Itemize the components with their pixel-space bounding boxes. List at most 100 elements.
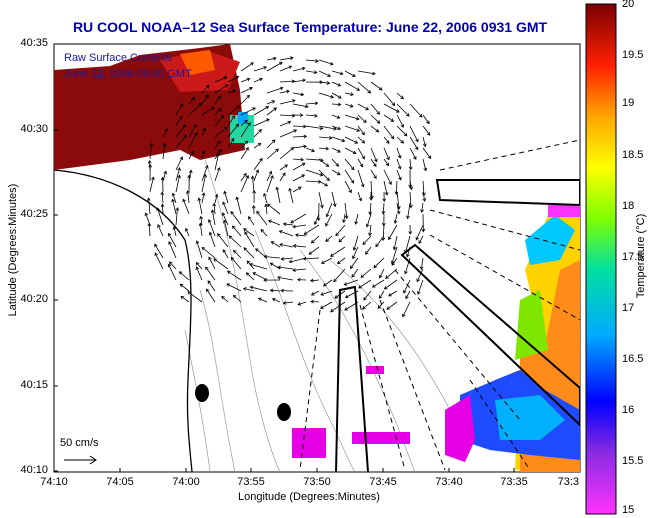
current-arrowhead	[179, 115, 183, 120]
current-arrow	[279, 100, 296, 105]
current-arrowhead	[376, 120, 381, 124]
y-tick-label: 40:35	[20, 37, 48, 49]
current-arrowhead	[299, 113, 304, 118]
current-arrow	[383, 103, 400, 113]
current-arrowhead	[367, 89, 372, 94]
current-arrow	[279, 172, 286, 182]
current-arrow	[268, 220, 281, 226]
current-arrowhead	[266, 118, 270, 122]
current-arrow	[240, 87, 253, 94]
current-arrowhead	[255, 169, 260, 173]
sst-patch-south-2	[352, 432, 410, 444]
current-arrow	[362, 235, 372, 245]
current-arrow	[175, 124, 186, 138]
current-arrowhead	[289, 56, 294, 61]
current-arrowhead	[303, 144, 307, 149]
current-arrow	[383, 180, 388, 196]
current-arrow	[253, 106, 269, 116]
current-arrow	[208, 257, 216, 270]
current-arrow	[323, 279, 333, 287]
coastline	[54, 169, 193, 472]
x-tick-label: 74:05	[106, 476, 134, 488]
current-arrowhead	[277, 275, 281, 280]
current-arrowhead	[310, 292, 315, 296]
current-arrow	[277, 277, 294, 281]
current-arrowhead	[186, 190, 190, 194]
current-arrowhead	[368, 211, 373, 216]
current-arrow	[227, 138, 235, 149]
current-arrowhead	[337, 149, 341, 153]
current-arrow	[379, 268, 385, 278]
current-arrowhead	[263, 278, 267, 282]
current-arrow	[369, 224, 372, 236]
current-arrowhead	[207, 280, 211, 284]
current-arrowhead	[275, 148, 279, 153]
current-arrowhead	[303, 231, 308, 235]
current-arrow	[344, 81, 360, 91]
current-arrow	[350, 257, 359, 269]
current-arrow	[305, 169, 323, 176]
current-arrowhead	[246, 260, 251, 265]
current-arrow	[264, 256, 281, 259]
current-arrowhead	[363, 296, 367, 301]
current-arrowhead	[252, 107, 256, 111]
current-arrowhead	[282, 222, 287, 227]
current-arrow	[353, 235, 359, 251]
current-arrowhead	[348, 189, 352, 194]
current-arrow	[221, 296, 229, 303]
current-arrowhead	[415, 138, 419, 143]
current-arrow	[314, 213, 320, 225]
current-arrowhead	[235, 75, 240, 80]
current-arrow	[213, 258, 229, 270]
current-arrowhead	[223, 219, 227, 224]
current-arrow	[409, 191, 412, 208]
current-arrow	[162, 128, 168, 138]
current-arrowhead	[193, 124, 197, 128]
current-arrow	[355, 213, 359, 225]
current-arrow	[244, 231, 255, 248]
x-tick-label: 74:00	[172, 476, 200, 488]
current-arrowhead	[187, 291, 192, 295]
sst-patch-south-1	[292, 428, 326, 458]
current-arrowhead	[388, 293, 392, 297]
current-arrow	[266, 62, 283, 72]
current-arrowhead	[343, 282, 348, 286]
current-arrowhead	[221, 295, 225, 300]
current-arrowhead	[171, 192, 176, 197]
current-arrow	[409, 136, 419, 150]
current-arrow	[388, 290, 398, 297]
current-arrowhead	[427, 155, 432, 160]
current-arrowhead	[354, 140, 359, 144]
current-arrow	[395, 180, 398, 195]
current-arrowhead	[195, 266, 200, 270]
current-arrowhead	[352, 73, 356, 77]
current-arrowhead	[294, 233, 299, 238]
current-arrowhead	[385, 275, 389, 279]
current-arrowhead	[290, 147, 295, 151]
current-arrowhead	[352, 150, 357, 155]
current-arrowhead	[335, 232, 339, 237]
current-arrow	[292, 145, 307, 149]
current-arrow	[276, 187, 281, 204]
current-arrow	[148, 223, 151, 237]
current-arrowhead	[246, 94, 250, 99]
current-arrow	[422, 114, 430, 124]
current-arrowhead	[335, 163, 340, 167]
current-arrowhead	[230, 256, 235, 261]
current-arrow	[292, 136, 307, 138]
current-arrow	[331, 191, 336, 207]
current-arrowhead	[375, 128, 380, 133]
current-arrowhead	[278, 230, 283, 234]
current-arrow	[343, 213, 346, 223]
current-arrow	[369, 202, 372, 215]
current-arrowhead	[222, 249, 227, 253]
current-arrow	[422, 180, 425, 196]
current-arrowhead	[279, 243, 283, 247]
current-arrow	[283, 301, 294, 304]
current-arrow	[175, 116, 183, 127]
current-arrowhead	[288, 187, 292, 192]
current-arrowhead	[378, 295, 383, 299]
current-arrowhead	[301, 66, 306, 71]
current-arrow	[227, 105, 240, 116]
current-arrow	[326, 202, 333, 217]
